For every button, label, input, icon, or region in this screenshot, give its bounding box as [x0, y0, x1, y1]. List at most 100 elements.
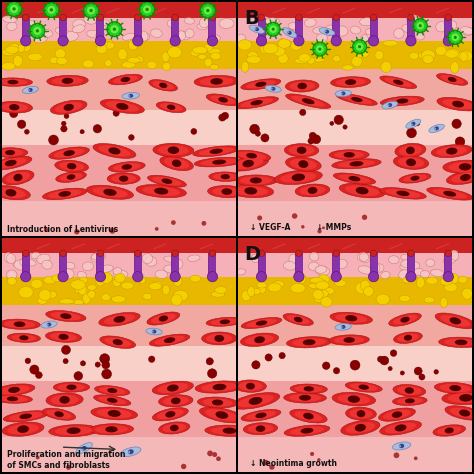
- Ellipse shape: [255, 82, 266, 87]
- Ellipse shape: [21, 43, 30, 52]
- Circle shape: [50, 8, 53, 11]
- Ellipse shape: [58, 334, 69, 340]
- Ellipse shape: [159, 82, 167, 88]
- Ellipse shape: [449, 385, 461, 391]
- Ellipse shape: [163, 285, 170, 295]
- Ellipse shape: [278, 38, 286, 47]
- Ellipse shape: [204, 44, 213, 51]
- Circle shape: [170, 272, 180, 282]
- Ellipse shape: [158, 395, 193, 407]
- Ellipse shape: [5, 150, 15, 155]
- Ellipse shape: [52, 77, 83, 85]
- Ellipse shape: [109, 147, 120, 155]
- Ellipse shape: [365, 28, 377, 35]
- Circle shape: [7, 1, 21, 17]
- Ellipse shape: [231, 392, 280, 409]
- Ellipse shape: [317, 49, 326, 58]
- Ellipse shape: [294, 317, 302, 322]
- Ellipse shape: [113, 339, 123, 345]
- Ellipse shape: [315, 266, 327, 273]
- Ellipse shape: [111, 296, 126, 303]
- Ellipse shape: [341, 95, 372, 104]
- Ellipse shape: [120, 447, 141, 456]
- Circle shape: [143, 5, 151, 13]
- Ellipse shape: [356, 283, 368, 294]
- Ellipse shape: [211, 427, 248, 435]
- Ellipse shape: [245, 187, 257, 194]
- Ellipse shape: [157, 410, 184, 419]
- Ellipse shape: [240, 176, 272, 184]
- Ellipse shape: [356, 187, 369, 194]
- Ellipse shape: [18, 286, 33, 298]
- Ellipse shape: [375, 51, 383, 60]
- Ellipse shape: [258, 17, 273, 25]
- Circle shape: [448, 30, 462, 45]
- Ellipse shape: [7, 270, 17, 280]
- Ellipse shape: [98, 396, 126, 404]
- Ellipse shape: [299, 274, 306, 283]
- Ellipse shape: [319, 28, 335, 36]
- Ellipse shape: [385, 189, 420, 198]
- Circle shape: [370, 250, 377, 256]
- Ellipse shape: [292, 338, 326, 346]
- Circle shape: [87, 7, 95, 15]
- Circle shape: [25, 358, 31, 364]
- Ellipse shape: [228, 184, 273, 198]
- Ellipse shape: [398, 157, 424, 168]
- Ellipse shape: [255, 412, 266, 418]
- Circle shape: [206, 9, 210, 12]
- Ellipse shape: [446, 147, 457, 155]
- Ellipse shape: [149, 283, 162, 290]
- Text: ↓ VEGF-A          ↓ MMPs: ↓ VEGF-A ↓ MMPs: [250, 223, 351, 232]
- Ellipse shape: [349, 409, 373, 419]
- Circle shape: [47, 6, 55, 14]
- Circle shape: [208, 369, 217, 378]
- Circle shape: [201, 221, 206, 226]
- Ellipse shape: [151, 314, 176, 323]
- Ellipse shape: [97, 41, 112, 47]
- Ellipse shape: [128, 57, 140, 63]
- Ellipse shape: [450, 62, 459, 73]
- Circle shape: [30, 23, 45, 38]
- Ellipse shape: [250, 100, 263, 105]
- Circle shape: [388, 366, 392, 371]
- Ellipse shape: [381, 61, 392, 73]
- Ellipse shape: [167, 46, 182, 58]
- Ellipse shape: [228, 156, 269, 171]
- Ellipse shape: [355, 48, 369, 58]
- Ellipse shape: [33, 34, 47, 43]
- Ellipse shape: [341, 91, 346, 95]
- Ellipse shape: [55, 411, 64, 417]
- Ellipse shape: [332, 392, 375, 406]
- Ellipse shape: [55, 27, 68, 35]
- Circle shape: [294, 36, 304, 46]
- Circle shape: [64, 114, 69, 118]
- Ellipse shape: [113, 279, 121, 287]
- Ellipse shape: [458, 276, 467, 283]
- Ellipse shape: [434, 127, 439, 130]
- FancyBboxPatch shape: [2, 305, 236, 346]
- Ellipse shape: [54, 148, 84, 158]
- Ellipse shape: [64, 262, 75, 269]
- Ellipse shape: [199, 147, 234, 155]
- Circle shape: [60, 250, 66, 256]
- Ellipse shape: [344, 152, 355, 157]
- Ellipse shape: [460, 52, 468, 62]
- Ellipse shape: [442, 99, 474, 109]
- Ellipse shape: [411, 123, 413, 125]
- Ellipse shape: [111, 174, 136, 183]
- Ellipse shape: [0, 79, 27, 85]
- Ellipse shape: [345, 79, 356, 85]
- Ellipse shape: [210, 149, 223, 154]
- Ellipse shape: [397, 333, 419, 342]
- FancyBboxPatch shape: [238, 18, 472, 41]
- Circle shape: [146, 8, 149, 11]
- Circle shape: [155, 227, 159, 231]
- Ellipse shape: [147, 312, 180, 325]
- Ellipse shape: [188, 255, 200, 261]
- Ellipse shape: [285, 80, 319, 92]
- Circle shape: [20, 36, 31, 46]
- Ellipse shape: [206, 317, 244, 326]
- Ellipse shape: [314, 297, 324, 302]
- Ellipse shape: [313, 290, 323, 300]
